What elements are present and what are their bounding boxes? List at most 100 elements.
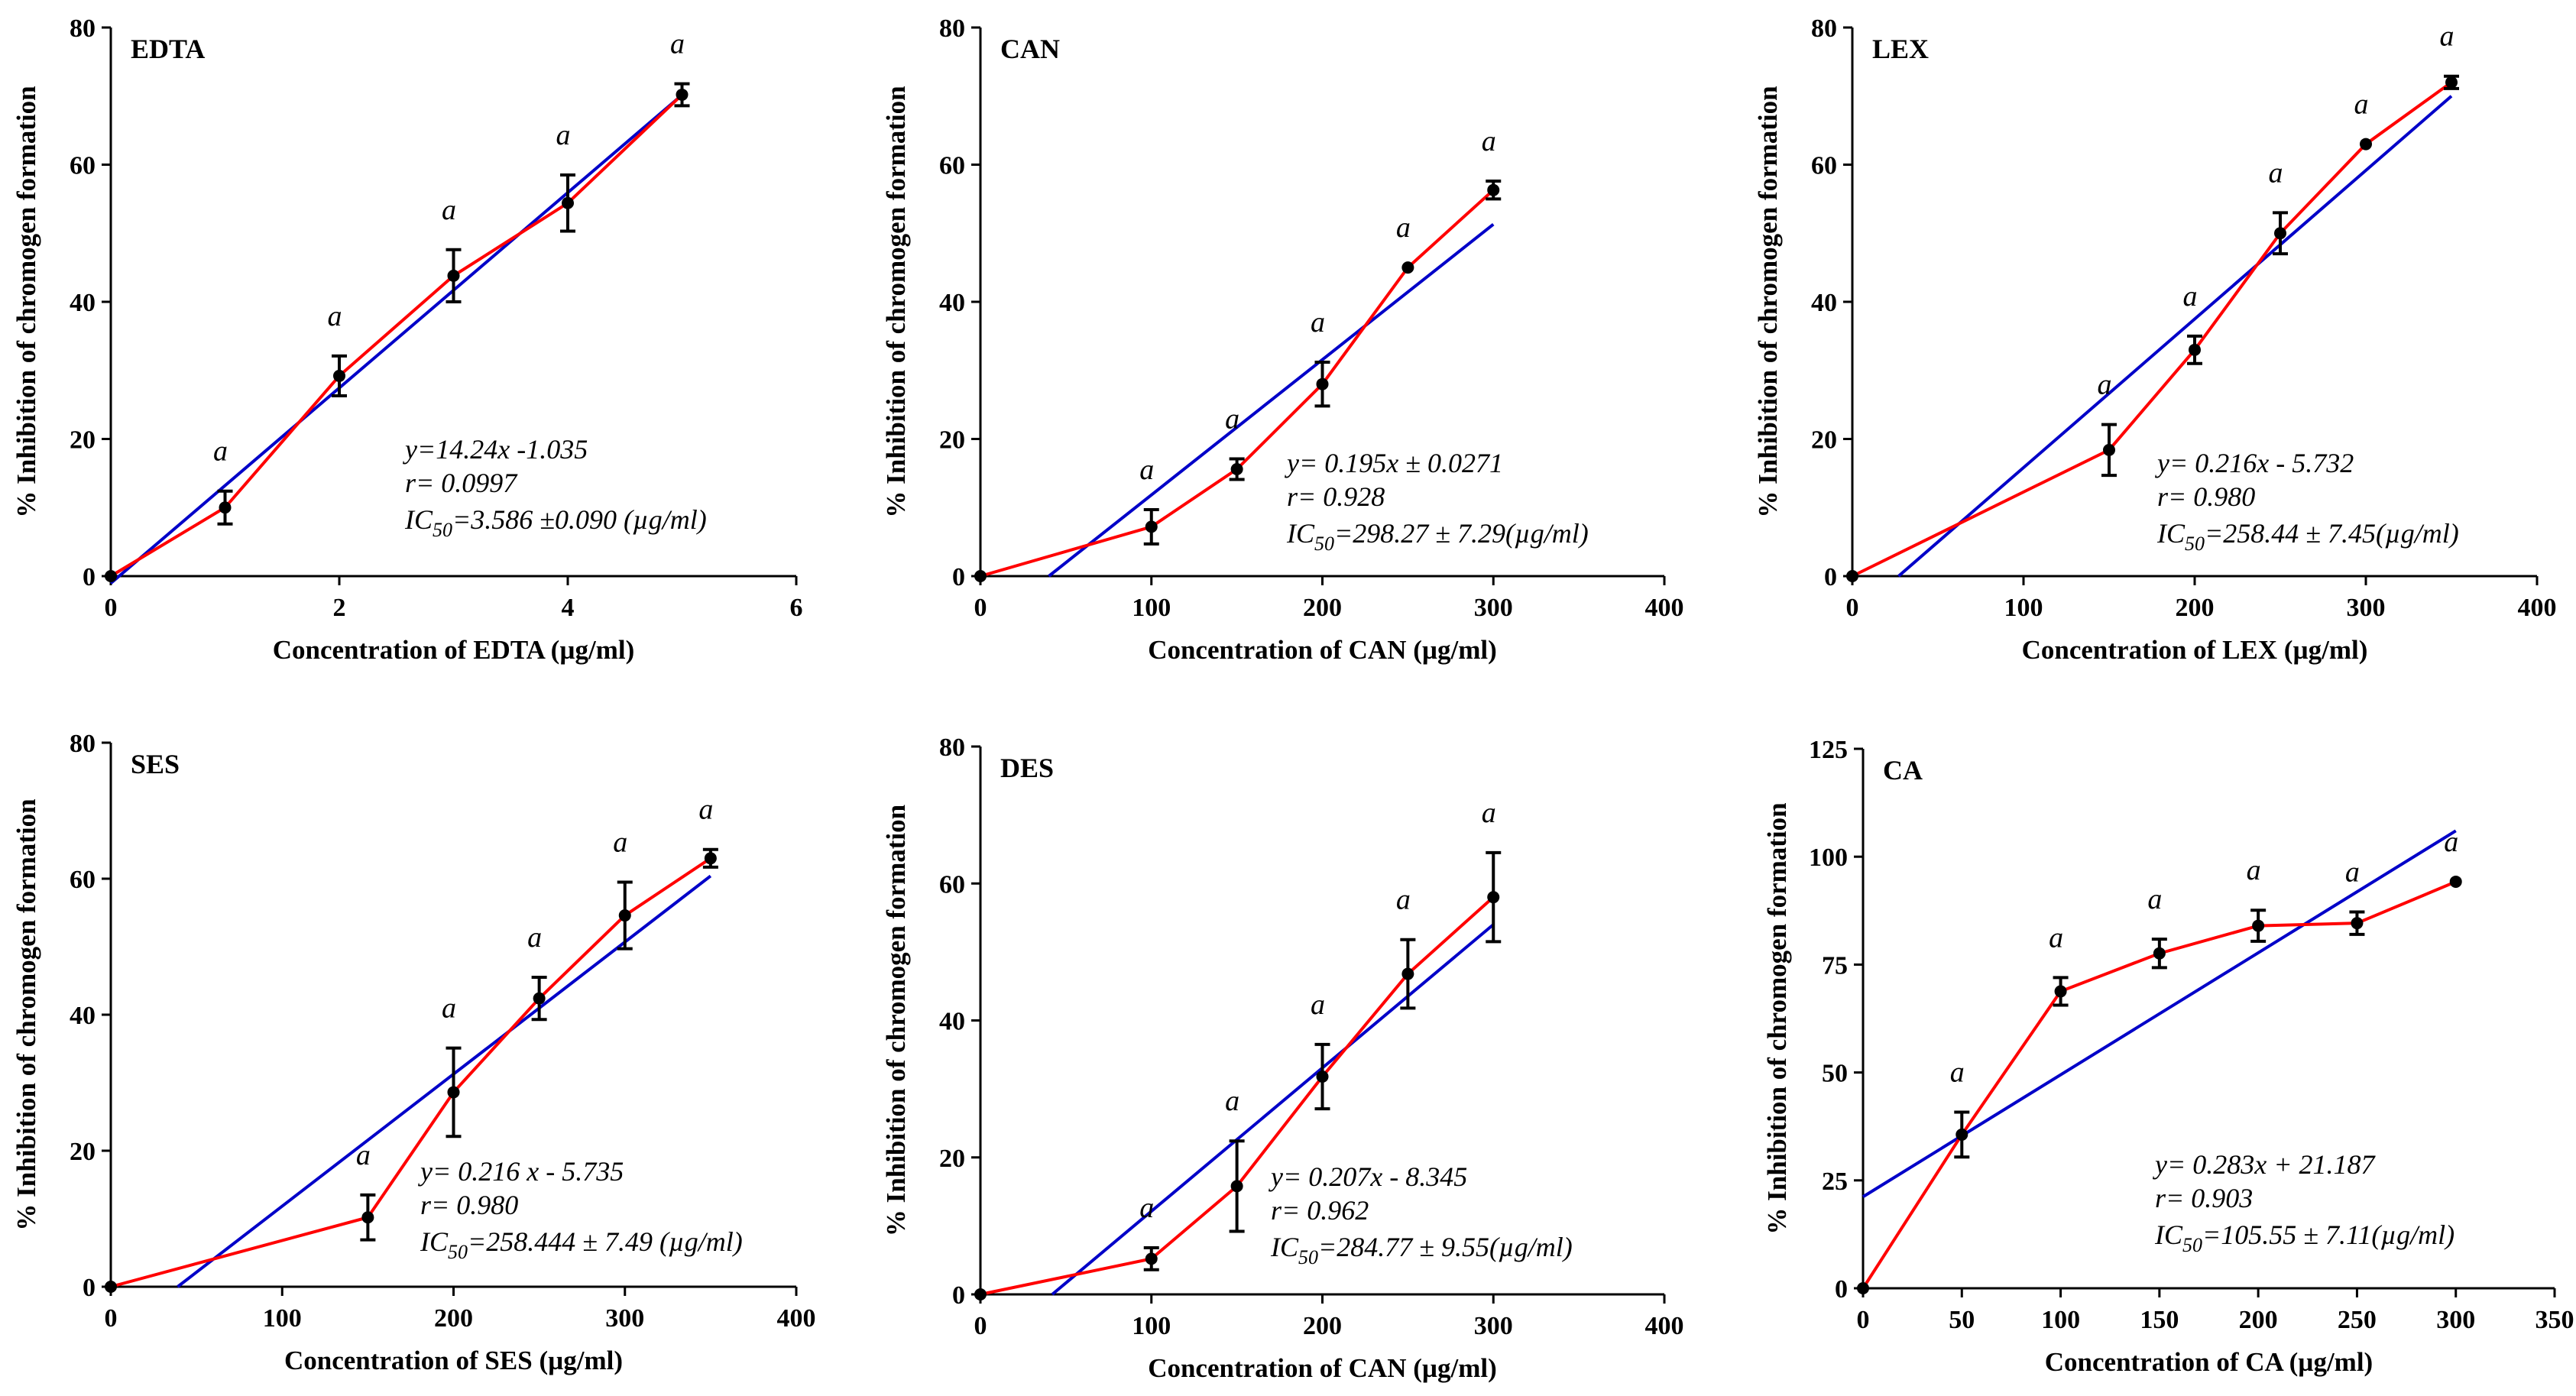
observed-line — [980, 189, 1495, 578]
y-axis-title: % Inhibition of chromogen formation — [1762, 802, 1792, 1234]
x-tick-label: 100 — [1132, 1312, 1171, 1340]
data-point — [2445, 76, 2458, 89]
y-tick-label: 40 — [70, 1002, 96, 1030]
y-tick-label: 80 — [70, 15, 96, 43]
ic50-value: IC50=258.444 ± 7.49 (µg/ml) — [420, 1226, 743, 1263]
data-point — [1846, 570, 1858, 582]
regression-equation: y= 0.216 x - 5.735 — [418, 1156, 624, 1187]
ic50-value: IC50=258.44 ± 7.45(µg/ml) — [2156, 518, 2459, 555]
data-point — [2153, 947, 2166, 960]
data-point — [618, 909, 631, 922]
x-tick-label: 0 — [105, 594, 118, 622]
y-axis-title: % Inhibition of chromogen formation — [881, 86, 911, 517]
regression-equation: y= 0.216x - 5.732 — [2155, 448, 2354, 478]
observed-line — [1852, 81, 2453, 578]
panel-title: CA — [1883, 755, 1923, 785]
data-point — [1401, 261, 1414, 274]
correlation-coefficient: r= 0.0997 — [405, 468, 518, 498]
y-tick-label: 25 — [1822, 1168, 1848, 1196]
correlation-coefficient: r= 0.980 — [420, 1190, 518, 1220]
data-point — [333, 369, 345, 382]
y-tick-label: 80 — [939, 734, 965, 762]
x-tick-label: 0 — [1857, 1306, 1870, 1334]
ic50-value: IC50=105.55 ± 7.11(µg/ml) — [2154, 1219, 2454, 1256]
data-point — [105, 570, 117, 582]
data-point — [219, 501, 232, 514]
y-tick-label: 0 — [952, 1281, 965, 1310]
panel-title: CAN — [1000, 34, 1060, 64]
correlation-coefficient: r= 0.903 — [2155, 1183, 2253, 1213]
data-point — [2252, 919, 2265, 932]
chart-panel-des: 0 20 40 60 80 0 100 200 300 400 Concentration of C… — [881, 734, 1684, 1383]
data-point — [2189, 343, 2201, 356]
x-tick-label: 200 — [1303, 1312, 1342, 1340]
significance-label: a — [1482, 797, 1496, 829]
significance-label: a — [613, 826, 627, 858]
data-point — [2054, 985, 2067, 998]
data-point — [1316, 377, 1329, 390]
y-tick-label: 60 — [939, 870, 965, 899]
x-tick-label: 400 — [777, 1304, 816, 1333]
x-axis-title: Concentration of SES (µg/ml) — [284, 1346, 623, 1375]
data-point — [1316, 1070, 1329, 1083]
y-tick-label: 0 — [83, 563, 96, 591]
significance-label: a — [1225, 403, 1239, 436]
data-point — [2351, 917, 2364, 930]
correlation-coefficient: r= 0.962 — [1271, 1195, 1369, 1226]
y-tick-label: 50 — [1822, 1060, 1848, 1088]
data-point — [1230, 462, 1243, 475]
ic50-value: IC50=284.77 ± 9.55(µg/ml) — [1270, 1232, 1573, 1268]
data-point — [361, 1211, 374, 1224]
data-point — [1145, 1252, 1158, 1265]
significance-label: a — [2345, 856, 2360, 888]
significance-label: a — [328, 300, 342, 332]
significance-label: a — [1225, 1085, 1239, 1117]
data-point — [105, 1281, 117, 1293]
x-tick-label: 0 — [974, 594, 987, 622]
data-point — [974, 1288, 987, 1300]
x-tick-label: 200 — [2176, 594, 2215, 622]
y-tick-label: 20 — [939, 1145, 965, 1173]
significance-label: a — [356, 1139, 371, 1171]
significance-label: a — [442, 194, 456, 226]
data-point — [533, 992, 546, 1005]
observed-line — [110, 857, 711, 1288]
x-tick-label: 300 — [1474, 594, 1513, 622]
y-axis-title: % Inhibition of chromogen formation — [881, 805, 911, 1236]
regression-equation: y= 0.207x - 8.345 — [1269, 1161, 1467, 1192]
correlation-coefficient: r= 0.928 — [1287, 481, 1385, 512]
chart-panel-ses: 0 20 40 60 80 0 100 200 300 400 Concentration of S… — [11, 730, 816, 1375]
significance-label: a — [1311, 306, 1325, 338]
chart-panel-edta: 0 20 40 60 80 0 2 4 6 Concentration of EDTA (µg/m… — [11, 15, 803, 665]
significance-label: a — [2098, 369, 2112, 401]
regression-equation: y= 0.283x + 21.187 — [2153, 1149, 2377, 1180]
significance-label: a — [1311, 989, 1325, 1021]
data-point — [2274, 227, 2286, 240]
y-tick-label: 40 — [939, 1008, 965, 1036]
x-axis-title: Concentration of LEX (µg/ml) — [2022, 635, 2368, 665]
y-tick-label: 40 — [70, 289, 96, 317]
significance-label: a — [556, 119, 571, 151]
panel-title: SES — [131, 749, 180, 779]
x-tick-label: 0 — [1846, 594, 1859, 622]
y-tick-label: 60 — [1811, 152, 1837, 180]
significance-label: a — [1950, 1057, 1965, 1089]
data-point — [1487, 183, 1500, 196]
significance-label: a — [670, 28, 685, 60]
regression-equation: y= 0.195x ± 0.0271 — [1285, 448, 1503, 478]
x-tick-label: 200 — [1303, 594, 1342, 622]
x-tick-label: 300 — [2436, 1306, 2475, 1334]
y-tick-label: 125 — [1809, 736, 1848, 764]
x-tick-label: 100 — [263, 1304, 302, 1333]
fit-line — [177, 874, 712, 1288]
significance-label: a — [2440, 21, 2454, 53]
y-tick-label: 20 — [70, 426, 96, 455]
x-tick-label: 350 — [2535, 1306, 2574, 1334]
x-axis-title: Concentration of CAN (µg/ml) — [1148, 1353, 1497, 1383]
data-point — [974, 570, 987, 582]
fit-line — [1897, 95, 2453, 578]
chart-panel-can: 0 20 40 60 80 0 100 200 300 400 Concentration of C… — [881, 15, 1684, 665]
y-tick-label: 80 — [1811, 15, 1837, 43]
chart-panel-lex: 0 20 40 60 80 0 100 200 300 400 Concentration of L… — [1753, 15, 2557, 665]
y-axis-title: % Inhibition of chromogen formation — [1753, 86, 1783, 517]
